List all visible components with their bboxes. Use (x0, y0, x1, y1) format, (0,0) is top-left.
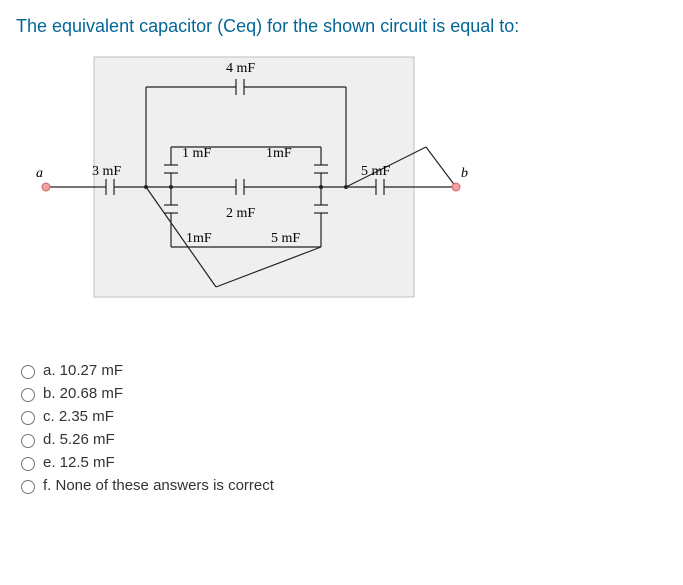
cap-mid-left: 1 mF (182, 146, 211, 161)
cap-mid-right: 1mF (266, 146, 292, 161)
option-d[interactable]: d. 5.26 mF (16, 431, 667, 448)
option-a[interactable]: a. 10.27 mF (16, 362, 667, 379)
radio-c[interactable] (21, 411, 35, 425)
radio-a[interactable] (21, 365, 35, 379)
cap-right: 5 mF (361, 164, 390, 179)
option-b[interactable]: b. 20.68 mF (16, 385, 667, 402)
option-a-label: a. 10.27 mF (43, 362, 123, 379)
answer-options: a. 10.27 mF b. 20.68 mF c. 2.35 mF d. 5.… (16, 362, 667, 494)
label-a: a (36, 166, 43, 181)
option-e-label: e. 12.5 mF (43, 454, 115, 471)
radio-f[interactable] (21, 480, 35, 494)
option-e[interactable]: e. 12.5 mF (16, 454, 667, 471)
cap-bot-left: 1mF (186, 231, 212, 246)
option-f[interactable]: f. None of these answers is correct (16, 477, 667, 494)
cap-top: 4 mF (226, 61, 255, 76)
cap-bot-right: 5 mF (271, 231, 300, 246)
circuit-diagram: a b 4 mF 3 mF 5 mF 1 mF 1mF 2 mF 1mF 5 m… (16, 47, 667, 312)
option-c[interactable]: c. 2.35 mF (16, 408, 667, 425)
radio-e[interactable] (21, 457, 35, 471)
option-b-label: b. 20.68 mF (43, 385, 123, 402)
option-d-label: d. 5.26 mF (43, 431, 115, 448)
cap-center: 2 mF (226, 206, 255, 221)
question-text: The equivalent capacitor (Ceq) for the s… (16, 16, 667, 37)
option-c-label: c. 2.35 mF (43, 408, 114, 425)
label-b: b (461, 166, 468, 181)
option-f-label: f. None of these answers is correct (43, 477, 274, 494)
radio-d[interactable] (21, 434, 35, 448)
radio-b[interactable] (21, 388, 35, 402)
cap-left: 3 mF (92, 164, 121, 179)
